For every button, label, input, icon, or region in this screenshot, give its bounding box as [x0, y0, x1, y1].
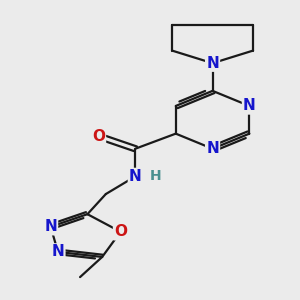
Text: H: H	[150, 169, 161, 183]
Text: N: N	[52, 244, 64, 260]
Text: N: N	[129, 169, 142, 184]
Text: N: N	[44, 219, 57, 234]
Text: N: N	[206, 141, 219, 156]
Text: N: N	[206, 56, 219, 71]
Text: O: O	[114, 224, 127, 239]
Text: N: N	[243, 98, 256, 113]
Text: O: O	[92, 129, 105, 144]
